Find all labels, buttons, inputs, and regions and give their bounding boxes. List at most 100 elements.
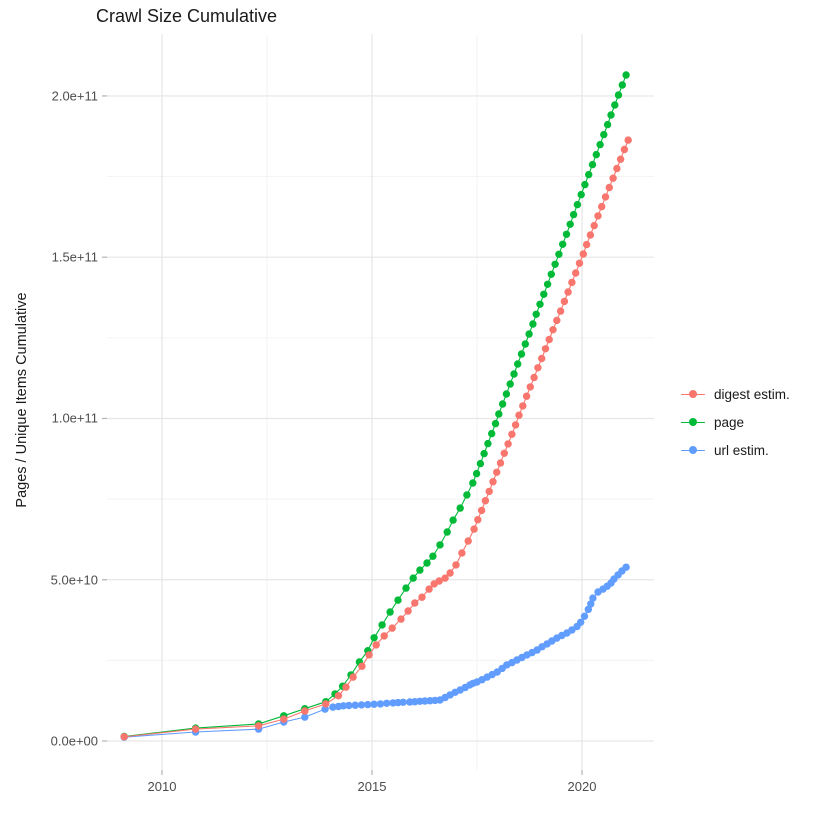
chart-title: Crawl Size Cumulative xyxy=(96,6,278,26)
data-point xyxy=(449,516,457,524)
data-point xyxy=(616,155,625,163)
data-point xyxy=(416,566,424,574)
legend-label-url-estim: url estim. xyxy=(714,442,769,458)
data-point xyxy=(529,320,537,328)
data-point xyxy=(498,400,507,408)
data-point xyxy=(322,700,330,708)
y-tick-label: 5.0e+10 xyxy=(50,572,98,588)
data-point xyxy=(120,733,128,741)
data-point xyxy=(514,360,522,368)
y-tick-label: 1.5e+11 xyxy=(51,249,98,265)
data-point xyxy=(605,183,613,192)
data-point xyxy=(481,497,490,505)
data-point xyxy=(358,662,366,670)
data-point xyxy=(556,307,565,315)
data-point xyxy=(484,439,492,448)
data-point xyxy=(613,164,621,173)
data-point xyxy=(545,335,553,344)
data-point xyxy=(547,270,555,278)
data-point xyxy=(370,634,378,642)
data-point xyxy=(517,350,526,358)
data-point xyxy=(378,621,386,629)
data-point xyxy=(598,202,606,211)
data-point xyxy=(596,140,604,149)
y-tick-label: 2.0e+11 xyxy=(51,88,98,104)
data-point xyxy=(515,411,523,419)
data-point xyxy=(456,504,464,512)
data-point xyxy=(443,528,451,536)
data-point xyxy=(349,673,357,681)
data-point xyxy=(476,459,485,468)
data-point xyxy=(555,250,563,258)
data-point xyxy=(560,297,569,306)
data-point xyxy=(409,574,417,582)
data-point xyxy=(411,599,419,607)
y-tick-label: 0.0e+00 xyxy=(50,733,98,749)
data-point xyxy=(386,608,394,616)
data-point xyxy=(418,593,426,601)
data-point xyxy=(488,429,496,438)
data-point xyxy=(577,190,585,199)
data-point xyxy=(581,180,589,189)
data-point xyxy=(357,701,366,709)
legend-item-url-estim: url estim. xyxy=(680,436,790,464)
data-point xyxy=(510,370,518,378)
data-point xyxy=(577,618,585,626)
data-point xyxy=(480,449,488,458)
data-point xyxy=(485,487,493,496)
data-point xyxy=(364,700,372,709)
data-point xyxy=(585,170,593,179)
legend-label-page: page xyxy=(714,414,745,430)
data-point xyxy=(329,703,337,711)
data-point xyxy=(538,354,546,363)
x-tick-label: 2015 xyxy=(357,779,387,794)
data-point xyxy=(624,136,632,144)
data-point xyxy=(559,240,567,248)
data-point xyxy=(526,383,534,391)
legend-key-digest-estim-icon xyxy=(680,386,706,402)
data-point xyxy=(423,559,431,567)
data-point xyxy=(399,698,407,706)
data-point xyxy=(534,364,542,372)
data-point xyxy=(365,651,373,659)
data-point xyxy=(525,330,533,338)
data-point xyxy=(301,707,309,715)
data-point xyxy=(568,278,576,287)
data-point xyxy=(508,430,516,438)
data-point xyxy=(553,316,561,325)
data-point xyxy=(425,585,433,593)
data-point xyxy=(463,491,471,499)
series-line-2 xyxy=(124,566,627,738)
data-point xyxy=(532,310,540,318)
data-point xyxy=(491,419,500,428)
data-point xyxy=(301,713,309,721)
data-point xyxy=(603,120,612,129)
data-point xyxy=(469,479,477,487)
data-point xyxy=(441,574,449,582)
data-point xyxy=(376,700,385,708)
data-point xyxy=(470,525,478,533)
data-point xyxy=(601,193,610,201)
data-point xyxy=(342,683,350,691)
data-point xyxy=(530,373,538,382)
data-point xyxy=(551,260,559,268)
data-point xyxy=(474,516,482,524)
data-point xyxy=(493,468,501,476)
legend-item-digest-estim: digest estim. xyxy=(680,380,790,408)
data-point xyxy=(611,101,619,109)
data-point xyxy=(584,605,592,614)
data-point xyxy=(404,607,412,615)
legend-item-page: page xyxy=(680,408,790,436)
data-point xyxy=(519,402,527,410)
data-point xyxy=(564,288,572,296)
data-point xyxy=(339,702,348,710)
data-point xyxy=(496,459,505,467)
data-point xyxy=(540,290,548,298)
data-point xyxy=(345,701,353,710)
legend: digest estim. page url estim. xyxy=(680,380,790,464)
data-point xyxy=(562,230,571,238)
data-point xyxy=(458,549,466,557)
data-point xyxy=(522,392,531,400)
data-point xyxy=(620,145,629,154)
